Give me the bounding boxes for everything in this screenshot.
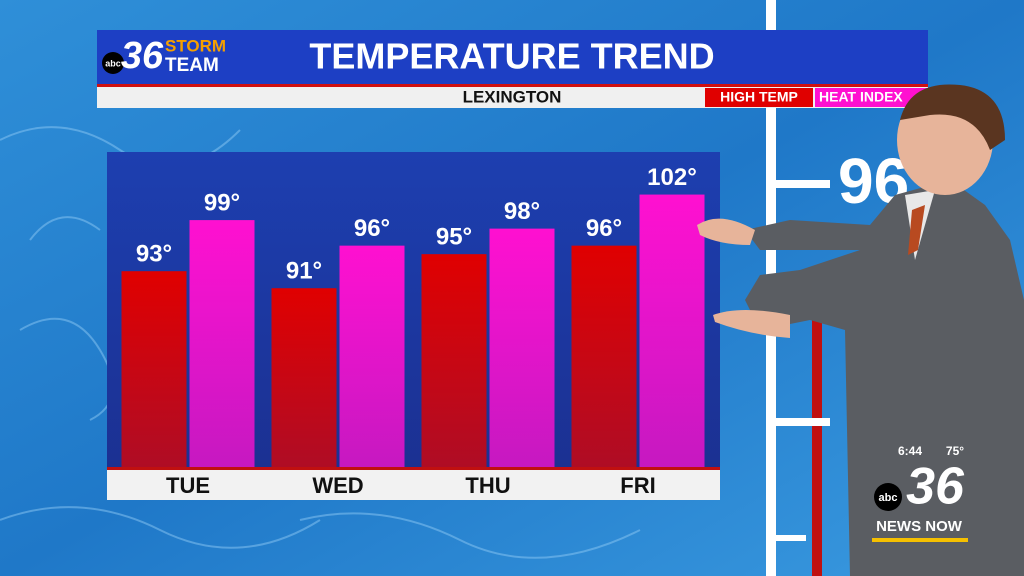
bar — [571, 245, 637, 467]
bug-time: 6:44 — [898, 444, 922, 458]
baseline — [107, 467, 720, 470]
bug-show: NEWS NOW — [876, 518, 963, 535]
bar — [339, 245, 405, 467]
bug-network: abc — [879, 492, 898, 504]
bar — [489, 228, 555, 467]
header-bar — [97, 30, 928, 85]
value-label: 98° — [504, 198, 540, 225]
value-label: 99° — [204, 189, 240, 216]
network-logo — [102, 52, 124, 74]
x-tick-label: WED — [312, 473, 363, 498]
chart-title: TEMPERATURE TREND — [309, 36, 714, 77]
legend-label: HEAT INDEX — [819, 89, 903, 105]
bar — [421, 254, 487, 467]
bug-channel: 36 — [906, 458, 965, 516]
bar — [271, 288, 337, 467]
channel-number: 36 — [121, 35, 164, 77]
chart-subtitle: LEXINGTON — [463, 87, 562, 106]
bar — [189, 220, 255, 467]
value-label: 96° — [586, 215, 622, 242]
legend-label: HIGH TEMP — [720, 89, 798, 105]
legend-swatch — [705, 88, 813, 107]
plot: TUE 93° 99° WED 91° 96° THU 95° 98° FRI 96° 102° — [121, 164, 705, 498]
value-label: 96° — [354, 215, 390, 242]
network-name: abc — [105, 58, 121, 68]
x-tick-label: FRI — [620, 473, 655, 498]
bar — [121, 271, 187, 467]
category-band — [107, 470, 720, 500]
value-label: 93° — [136, 241, 172, 268]
team-line-2: TEAM — [165, 55, 219, 76]
team-line-1: STORM — [165, 36, 226, 55]
bug-underline — [872, 538, 968, 542]
x-tick-label: THU — [465, 473, 510, 498]
bug-network-logo — [874, 483, 902, 511]
header-rule — [97, 84, 928, 87]
legend: HIGH TEMP HEAT INDEX — [705, 88, 928, 107]
value-label: 91° — [286, 258, 322, 285]
presenter — [697, 84, 1024, 576]
x-tick-label: TUE — [166, 473, 210, 498]
legend-swatch — [815, 88, 928, 107]
value-label: 95° — [436, 224, 472, 251]
bar — [639, 194, 705, 467]
bug-temperature: 75° — [946, 444, 964, 458]
value-label: 102° — [647, 164, 697, 191]
